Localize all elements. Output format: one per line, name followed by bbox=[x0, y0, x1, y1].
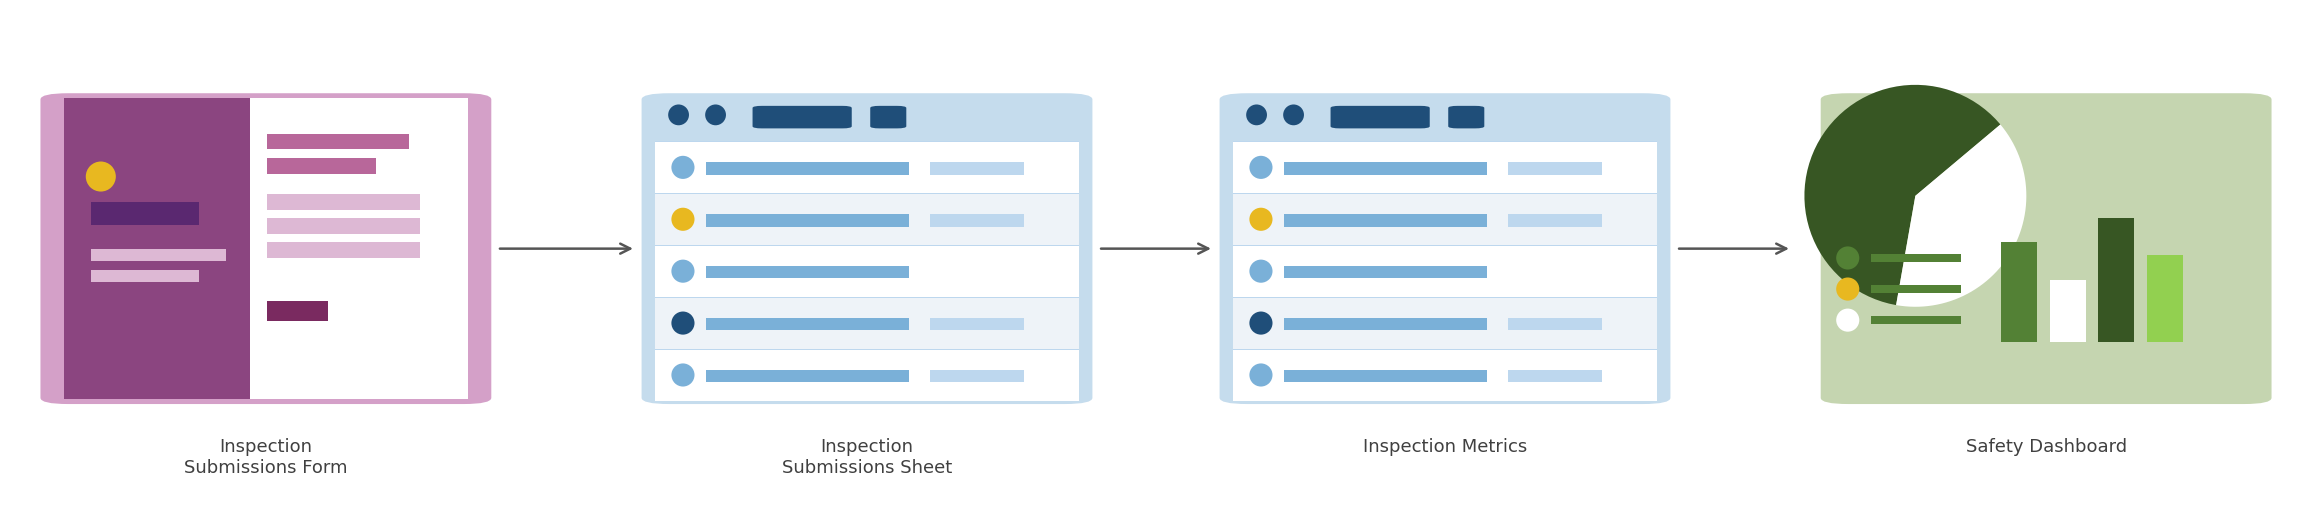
Ellipse shape bbox=[670, 311, 694, 335]
Bar bbox=[2099, 218, 2134, 342]
Bar bbox=[92, 270, 199, 282]
Ellipse shape bbox=[670, 156, 694, 179]
Bar bbox=[657, 297, 1077, 349]
Text: Safety Dashboard: Safety Dashboard bbox=[1965, 438, 2127, 456]
Bar bbox=[705, 318, 909, 330]
Text: Inspection
Submissions Form: Inspection Submissions Form bbox=[185, 438, 347, 477]
Bar bbox=[705, 370, 909, 382]
Polygon shape bbox=[1803, 85, 2000, 305]
Bar bbox=[268, 134, 409, 150]
Bar bbox=[1870, 285, 1961, 293]
Ellipse shape bbox=[1248, 260, 1272, 283]
Bar bbox=[657, 193, 1077, 245]
Bar bbox=[705, 162, 909, 175]
Bar bbox=[250, 98, 469, 399]
Bar bbox=[1235, 141, 1655, 401]
FancyBboxPatch shape bbox=[1447, 106, 1484, 128]
Text: Inspection
Submissions Sheet: Inspection Submissions Sheet bbox=[781, 438, 953, 477]
Ellipse shape bbox=[1248, 364, 1272, 386]
Bar bbox=[657, 141, 1077, 142]
Ellipse shape bbox=[1283, 105, 1304, 125]
Bar bbox=[2051, 280, 2085, 342]
Ellipse shape bbox=[1248, 156, 1272, 179]
Ellipse shape bbox=[86, 162, 116, 192]
Ellipse shape bbox=[670, 208, 694, 231]
Bar bbox=[1235, 141, 1655, 142]
Bar bbox=[657, 245, 1077, 297]
FancyBboxPatch shape bbox=[869, 106, 906, 128]
Ellipse shape bbox=[1248, 208, 1272, 231]
Bar bbox=[1283, 318, 1487, 330]
Bar bbox=[705, 214, 909, 226]
Bar bbox=[1870, 316, 1961, 324]
Bar bbox=[1870, 254, 1961, 262]
Bar bbox=[657, 297, 1077, 298]
Bar bbox=[92, 249, 227, 261]
Bar bbox=[657, 349, 1077, 350]
Bar bbox=[2148, 255, 2183, 342]
Bar bbox=[1235, 193, 1655, 194]
Bar bbox=[268, 301, 328, 321]
Ellipse shape bbox=[1248, 311, 1272, 335]
Ellipse shape bbox=[705, 105, 726, 125]
Bar bbox=[657, 349, 1077, 401]
FancyBboxPatch shape bbox=[1221, 93, 1669, 404]
Bar bbox=[1283, 214, 1487, 226]
FancyBboxPatch shape bbox=[42, 93, 492, 404]
Bar bbox=[1235, 193, 1655, 245]
Ellipse shape bbox=[670, 260, 694, 283]
Bar bbox=[268, 194, 421, 210]
FancyBboxPatch shape bbox=[640, 93, 1091, 404]
Bar bbox=[1235, 297, 1655, 349]
Bar bbox=[929, 214, 1024, 226]
FancyBboxPatch shape bbox=[751, 106, 851, 128]
Bar bbox=[657, 245, 1077, 246]
Bar bbox=[268, 158, 377, 174]
Bar bbox=[1283, 266, 1487, 279]
Bar bbox=[929, 318, 1024, 330]
Polygon shape bbox=[1896, 124, 2025, 307]
Ellipse shape bbox=[1836, 309, 1859, 332]
Bar bbox=[1283, 162, 1487, 175]
Bar bbox=[1235, 349, 1655, 350]
Bar bbox=[1283, 370, 1487, 382]
Bar bbox=[1507, 214, 1602, 226]
Bar bbox=[268, 218, 421, 234]
Bar bbox=[1507, 162, 1602, 175]
Bar bbox=[1507, 318, 1602, 330]
Text: Inspection Metrics: Inspection Metrics bbox=[1362, 438, 1528, 456]
Bar bbox=[929, 370, 1024, 382]
Bar bbox=[1235, 349, 1655, 401]
Ellipse shape bbox=[1836, 278, 1859, 300]
Bar bbox=[268, 242, 421, 257]
FancyBboxPatch shape bbox=[1822, 93, 2270, 404]
Bar bbox=[657, 141, 1077, 193]
Bar bbox=[2000, 242, 2037, 342]
Bar bbox=[92, 202, 199, 225]
FancyBboxPatch shape bbox=[1332, 106, 1429, 128]
Ellipse shape bbox=[1246, 105, 1267, 125]
Bar bbox=[1235, 245, 1655, 297]
Bar bbox=[929, 162, 1024, 175]
Bar bbox=[65, 98, 250, 399]
Bar bbox=[705, 266, 909, 279]
Bar bbox=[657, 193, 1077, 194]
Bar bbox=[1507, 370, 1602, 382]
Ellipse shape bbox=[670, 364, 694, 386]
Bar bbox=[1235, 245, 1655, 246]
Bar bbox=[1235, 141, 1655, 193]
Ellipse shape bbox=[668, 105, 689, 125]
Ellipse shape bbox=[1836, 247, 1859, 269]
Bar bbox=[1235, 297, 1655, 298]
Bar bbox=[657, 141, 1077, 401]
